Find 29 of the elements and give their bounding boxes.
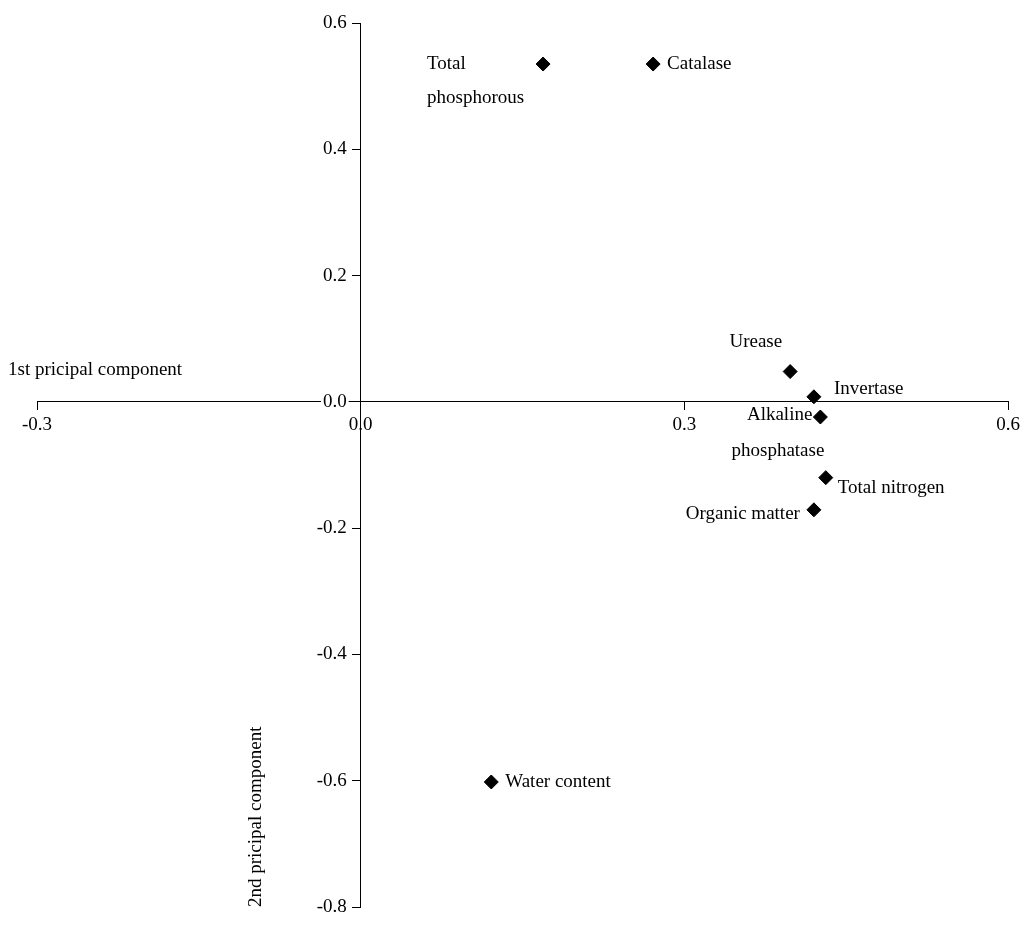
point xyxy=(818,470,834,486)
x-tick-label: -0.3 xyxy=(21,413,53,435)
point xyxy=(806,502,822,518)
series-label: Catalase xyxy=(667,52,732,74)
y-tick-label: -0.6 xyxy=(316,768,347,790)
series-label: Water content xyxy=(505,769,612,791)
series-label: Total nitrogen xyxy=(837,475,946,497)
point xyxy=(806,389,822,405)
series-label: Alkaline phosphatase xyxy=(731,403,825,460)
point xyxy=(782,364,798,380)
point xyxy=(535,56,551,72)
y-tick-label: 0.6 xyxy=(322,10,347,32)
y-axis-title: 2nd pricipal component xyxy=(243,725,265,907)
y-tick-label: -0.8 xyxy=(316,894,347,916)
x-axis-title: 1st pricipal component xyxy=(8,357,183,379)
x-tick-label: 0.3 xyxy=(672,413,697,435)
series-label: Urease xyxy=(729,329,783,351)
point xyxy=(483,774,499,790)
point xyxy=(812,409,828,425)
series-label: Invertase xyxy=(833,376,904,398)
x-tick-label: 0.6 xyxy=(996,413,1020,435)
y-tick-label: 0.2 xyxy=(322,263,347,285)
y-tick-label: -0.2 xyxy=(316,516,347,538)
y-tick-label: 0.4 xyxy=(322,137,348,159)
y-tick-label: -0.4 xyxy=(316,642,348,664)
series-label: Organic matter xyxy=(685,501,801,523)
point xyxy=(645,56,661,72)
series-label: Total phosphorous xyxy=(427,52,525,108)
y-tick-label: 0.0 xyxy=(322,389,347,411)
